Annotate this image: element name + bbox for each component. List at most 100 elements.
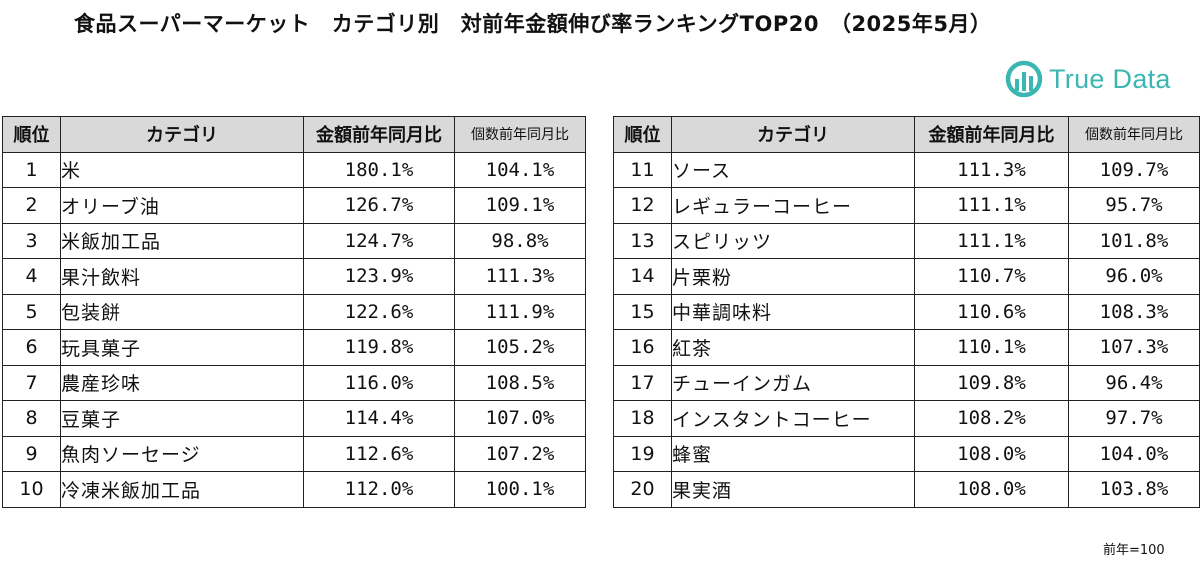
rank-cell: 13 <box>613 222 672 259</box>
count-cell: 96.4% <box>1068 364 1200 401</box>
rank-cell: 7 <box>2 364 61 401</box>
rank-cell: 14 <box>613 258 672 295</box>
category-cell: オリーブ油 <box>60 187 304 224</box>
table-row: 17 チューインガム 109.8% 96.4% <box>613 364 1200 401</box>
count-cell: 108.3% <box>1068 293 1200 330</box>
logo-text: True Data <box>1049 63 1171 94</box>
category-cell: 魚肉ソーセージ <box>60 435 304 472</box>
count-cell: 104.1% <box>454 151 586 188</box>
amount-cell: 111.1% <box>914 187 1069 224</box>
table-row: 6 玩具菓子 119.8% 105.2% <box>2 329 586 366</box>
category-cell: 豆菓子 <box>60 400 304 437</box>
category-cell: 玩具菓子 <box>60 329 304 366</box>
amount-cell: 108.0% <box>914 435 1069 472</box>
amount-cell: 112.6% <box>303 435 455 472</box>
table-row: 9 魚肉ソーセージ 112.6% 107.2% <box>2 435 586 472</box>
table-row: 16 紅茶 110.1% 107.3% <box>613 329 1200 366</box>
category-cell: ソース <box>671 151 915 188</box>
count-cell: 97.7% <box>1068 400 1200 437</box>
rank-cell: 10 <box>2 471 61 508</box>
header-rank: 順位 <box>2 116 61 153</box>
count-cell: 103.8% <box>1068 471 1200 508</box>
count-cell: 109.1% <box>454 187 586 224</box>
amount-cell: 116.0% <box>303 364 455 401</box>
category-cell: 米飯加工品 <box>60 222 304 259</box>
table-row: 13 スピリッツ 111.1% 101.8% <box>613 222 1200 259</box>
count-cell: 111.9% <box>454 293 586 330</box>
amount-cell: 180.1% <box>303 151 455 188</box>
header-category: カテゴリ <box>671 116 915 153</box>
truedata-logo: True Data <box>1005 60 1171 98</box>
amount-cell: 110.1% <box>914 329 1069 366</box>
rank-cell: 18 <box>613 400 672 437</box>
amount-cell: 110.6% <box>914 293 1069 330</box>
count-cell: 100.1% <box>454 471 586 508</box>
count-cell: 98.8% <box>454 222 586 259</box>
table-row: 10 冷凍米飯加工品 112.0% 100.1% <box>2 471 586 508</box>
rank-cell: 8 <box>2 400 61 437</box>
amount-cell: 123.9% <box>303 258 455 295</box>
header-amount: 金額前年同月比 <box>303 116 455 153</box>
amount-cell: 108.2% <box>914 400 1069 437</box>
count-cell: 105.2% <box>454 329 586 366</box>
count-cell: 108.5% <box>454 364 586 401</box>
category-cell: 中華調味料 <box>671 293 915 330</box>
rank-cell: 17 <box>613 364 672 401</box>
table-row: 4 果汁飲料 123.9% 111.3% <box>2 258 586 295</box>
header-row: 順位 カテゴリ 金額前年同月比 個数前年同月比 <box>613 116 1200 153</box>
amount-cell: 110.7% <box>914 258 1069 295</box>
rank-cell: 15 <box>613 293 672 330</box>
amount-cell: 109.8% <box>914 364 1069 401</box>
count-cell: 109.7% <box>1068 151 1200 188</box>
truedata-logo-icon <box>1005 60 1043 98</box>
amount-cell: 111.3% <box>914 151 1069 188</box>
rank-cell: 5 <box>2 293 61 330</box>
rank-cell: 2 <box>2 187 61 224</box>
category-cell: スピリッツ <box>671 222 915 259</box>
rank-cell: 6 <box>2 329 61 366</box>
table-row: 1 米 180.1% 104.1% <box>2 151 586 188</box>
rank-cell: 3 <box>2 222 61 259</box>
amount-cell: 119.8% <box>303 329 455 366</box>
count-cell: 111.3% <box>454 258 586 295</box>
category-cell: 蜂蜜 <box>671 435 915 472</box>
ranking-table-left: 順位 カテゴリ 金額前年同月比 個数前年同月比 1 米 180.1% 104.1% 2 オ… <box>2 116 586 508</box>
count-cell: 101.8% <box>1068 222 1200 259</box>
table-row: 3 米飯加工品 124.7% 98.8% <box>2 222 586 259</box>
count-cell: 96.0% <box>1068 258 1200 295</box>
rank-cell: 1 <box>2 151 61 188</box>
rank-cell: 16 <box>613 329 672 366</box>
amount-cell: 114.4% <box>303 400 455 437</box>
header-count: 個数前年同月比 <box>454 116 586 153</box>
count-cell: 107.3% <box>1068 329 1200 366</box>
table-row: 12 レギュラーコーヒー 111.1% 95.7% <box>613 187 1200 224</box>
rank-cell: 19 <box>613 435 672 472</box>
category-cell: 果実酒 <box>671 471 915 508</box>
count-cell: 95.7% <box>1068 187 1200 224</box>
ranking-table-right: 順位 カテゴリ 金額前年同月比 個数前年同月比 11 ソース 111.3% 109.7… <box>613 116 1200 508</box>
ranking-body-right: 11 ソース 111.3% 109.7% 12 レギュラーコーヒー 111.1% 95.7% 1… <box>613 151 1200 508</box>
category-cell: 冷凍米飯加工品 <box>60 471 304 508</box>
header-amount: 金額前年同月比 <box>914 116 1069 153</box>
footnote: 前年=100 <box>1103 543 1165 558</box>
rank-cell: 4 <box>2 258 61 295</box>
rank-cell: 11 <box>613 151 672 188</box>
header-row: 順位 カテゴリ 金額前年同月比 個数前年同月比 <box>2 116 586 153</box>
category-cell: 片栗粉 <box>671 258 915 295</box>
category-cell: 果汁飲料 <box>60 258 304 295</box>
header-category: カテゴリ <box>60 116 304 153</box>
table-row: 7 農産珍味 116.0% 108.5% <box>2 364 586 401</box>
table-row: 14 片栗粉 110.7% 96.0% <box>613 258 1200 295</box>
table-row: 5 包装餅 122.6% 111.9% <box>2 293 586 330</box>
amount-cell: 124.7% <box>303 222 455 259</box>
count-cell: 104.0% <box>1068 435 1200 472</box>
category-cell: 米 <box>60 151 304 188</box>
header-count: 個数前年同月比 <box>1068 116 1200 153</box>
category-cell: 包装餅 <box>60 293 304 330</box>
table-row: 18 インスタントコーヒー 108.2% 97.7% <box>613 400 1200 437</box>
page-title: 食品スーパーマーケット カテゴリ別 対前年金額伸び率ランキングTOP20 （20… <box>74 12 992 36</box>
category-cell: 紅茶 <box>671 329 915 366</box>
amount-cell: 122.6% <box>303 293 455 330</box>
count-cell: 107.2% <box>454 435 586 472</box>
category-cell: レギュラーコーヒー <box>671 187 915 224</box>
